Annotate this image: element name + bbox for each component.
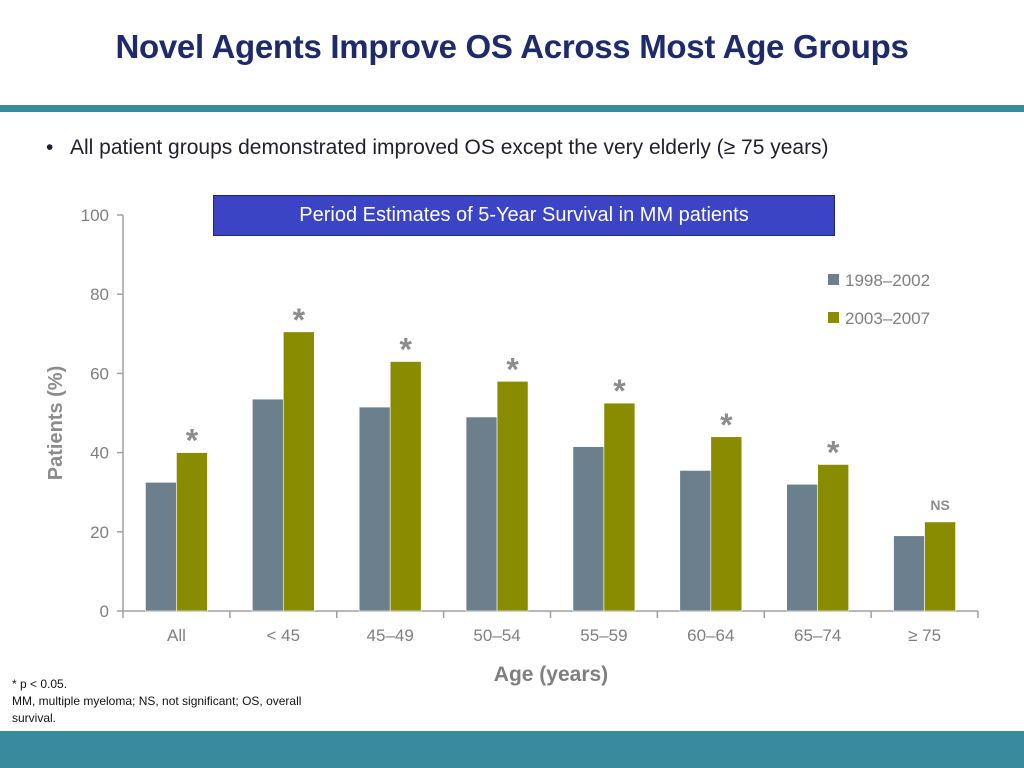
significance-marker: NS — [930, 497, 949, 513]
bar-chart: 0 20 40 60 80 100 Patients (%) Age (years) All * <… — [45, 206, 979, 686]
y-tick-label: 0 — [100, 602, 109, 621]
bar-series2 — [389, 361, 422, 612]
bar-series1 — [465, 416, 498, 612]
significance-marker: * — [613, 373, 626, 409]
legend-swatch — [828, 312, 839, 323]
chart-title-box: Period Estimates of 5-Year Survival in M… — [213, 195, 835, 236]
bar-series1 — [572, 446, 605, 612]
bullet-point: • All patient groups demonstrated improve… — [46, 136, 829, 160]
legend-swatch — [828, 274, 839, 285]
y-axis-label: Patients (%) — [45, 366, 67, 480]
bar-series2 — [924, 521, 956, 612]
bar-series2 — [603, 402, 636, 612]
significance-marker: * — [720, 407, 733, 443]
bar-series2 — [496, 381, 529, 612]
bar-series1 — [679, 470, 712, 612]
bar-series1 — [145, 481, 177, 612]
y-tick-label: 40 — [90, 444, 109, 463]
x-tick-label: 55–59 — [580, 626, 627, 645]
bar-series1 — [893, 535, 925, 612]
title-divider — [0, 105, 1024, 112]
x-tick-label: < 45 — [267, 626, 301, 645]
x-tick-label: 50–54 — [473, 626, 520, 645]
significance-marker: * — [506, 351, 519, 387]
x-tick-label: 45–49 — [367, 626, 414, 645]
bullet-text: All patient groups demonstrated improved… — [70, 136, 829, 159]
bar-series1 — [252, 398, 284, 612]
significance-marker: * — [186, 423, 199, 459]
bar-series2 — [176, 452, 208, 612]
y-tick-label: 20 — [90, 523, 109, 542]
bullet-icon: • — [46, 136, 54, 159]
y-tick-label: 60 — [90, 364, 109, 383]
slide-title: Novel Agents Improve OS Across Most Age … — [115, 28, 909, 65]
bottom-bar — [0, 731, 1024, 768]
x-tick-label: ≥ 75 — [908, 626, 941, 645]
significance-marker: * — [293, 302, 306, 338]
y-tick-label: 100 — [81, 206, 109, 225]
legend-label: 1998–2002 — [845, 271, 930, 290]
significance-marker: * — [827, 434, 840, 470]
x-tick-label: 65–74 — [794, 626, 841, 645]
x-tick-label: 60–64 — [687, 626, 734, 645]
significance-marker: * — [399, 332, 412, 368]
footnote-significance: * p < 0.05. — [12, 677, 68, 691]
legend-label: 2003–2007 — [845, 309, 930, 328]
bar-series2 — [283, 331, 315, 612]
footnote: * p < 0.05. MM, multiple myeloma; NS, no… — [12, 676, 312, 727]
y-tick-label: 80 — [90, 285, 109, 304]
bar-series1 — [786, 483, 818, 612]
x-axis-label: Age (years) — [494, 663, 608, 686]
bar-series1 — [358, 406, 391, 612]
bar-series2 — [710, 436, 743, 612]
footnote-abbreviations: MM, multiple myeloma; NS, not significan… — [12, 694, 302, 725]
x-tick-label: All — [167, 626, 186, 645]
chart-title: Period Estimates of 5-Year Survival in M… — [299, 204, 749, 226]
bar-series2 — [817, 464, 849, 612]
